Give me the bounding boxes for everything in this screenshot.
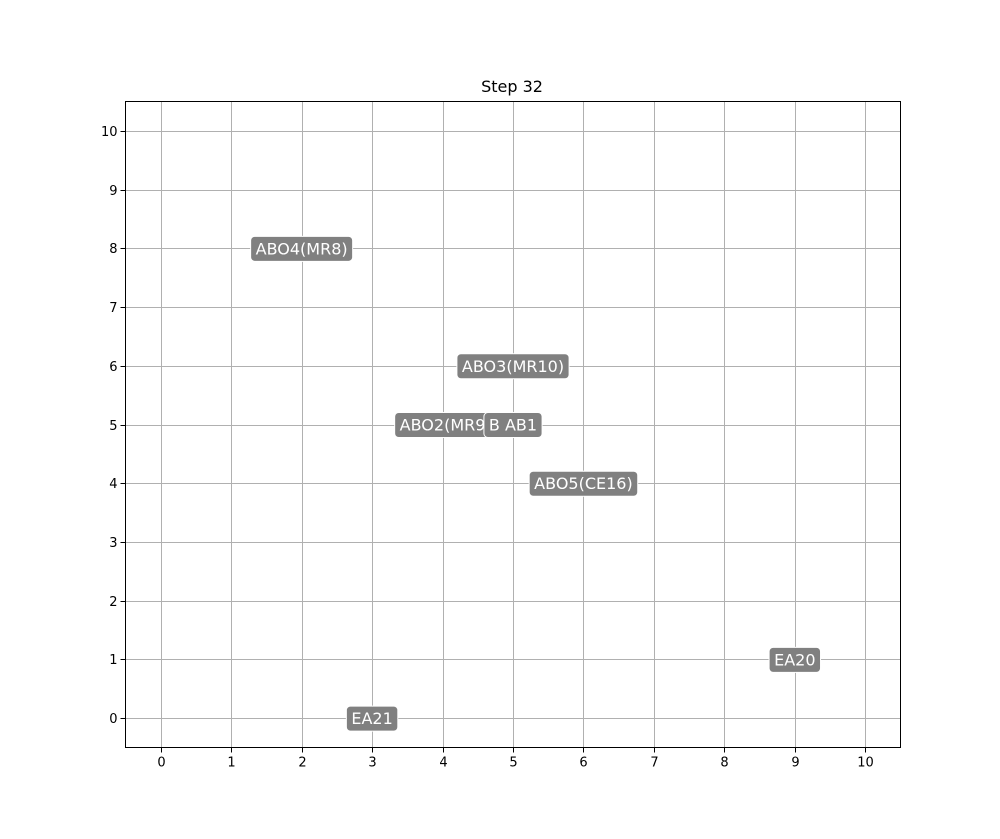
x-tick-label: 2: [298, 756, 306, 771]
y-tick-label: 2: [109, 595, 117, 610]
plot-frame: [125, 101, 901, 748]
x-tick-label: 1: [227, 756, 235, 771]
point-label-text: EA20: [774, 650, 815, 669]
point-label: ABO4(MR8): [250, 235, 354, 262]
y-tick-label: 8: [109, 242, 117, 257]
y-tick-label: 1: [109, 653, 117, 668]
x-axis: 0 1 2 3 4 5 6 7 8 9 10: [157, 747, 874, 771]
point-label: ABO3(MR10): [456, 353, 570, 380]
x-tick-label: 0: [157, 756, 165, 771]
x-tick-label: 10: [857, 756, 874, 771]
x-tick-label: 9: [791, 756, 799, 771]
y-tick-label: 4: [109, 477, 117, 492]
point-labels: ABO4(MR8) ABO3(MR10) ABO2(MR9 B AB1 ABO5(CE1…: [250, 235, 822, 732]
point-label-text: ABO3(MR10): [462, 357, 564, 376]
y-tick-label: 3: [109, 536, 117, 551]
y-tick-label: 7: [109, 301, 117, 316]
point-label-text: ABO2(MR9: [400, 416, 486, 435]
y-tick-label: 6: [109, 360, 117, 375]
point-label: B AB1: [483, 412, 543, 438]
point-label-text: ABO5(CE16): [534, 474, 633, 493]
y-axis: 0 1 2 3 4 5 6 7 8 9 10: [101, 125, 126, 727]
point-label: ABO2(MR9: [394, 412, 491, 438]
point-label-box: [768, 646, 822, 673]
point-label-text: B AB1: [489, 416, 537, 435]
point-label: EA20: [768, 646, 822, 673]
point-label: ABO5(CE16): [528, 470, 639, 497]
x-tick-label: 3: [368, 756, 376, 771]
y-tick-label: 5: [109, 419, 117, 434]
x-tick-label: 4: [439, 756, 447, 771]
x-tick-label: 8: [720, 756, 728, 771]
point-label-box: [250, 235, 354, 262]
x-tick-label: 7: [650, 756, 658, 771]
point-label-text: EA21: [351, 709, 392, 728]
point-label: EA21: [345, 705, 399, 732]
y-tick-label: 9: [109, 184, 117, 199]
y-tick-label: 10: [101, 125, 118, 140]
x-tick-label: 5: [509, 756, 517, 771]
x-tick-label: 6: [579, 756, 587, 771]
y-tick-label: 0: [109, 712, 117, 727]
point-label-box: [528, 470, 639, 497]
point-label-box: [345, 705, 399, 732]
point-label-text: ABO4(MR8): [256, 239, 348, 258]
point-label-box: [456, 353, 570, 380]
chart-title: Step 32: [481, 77, 543, 96]
point-label-box: [483, 412, 543, 438]
